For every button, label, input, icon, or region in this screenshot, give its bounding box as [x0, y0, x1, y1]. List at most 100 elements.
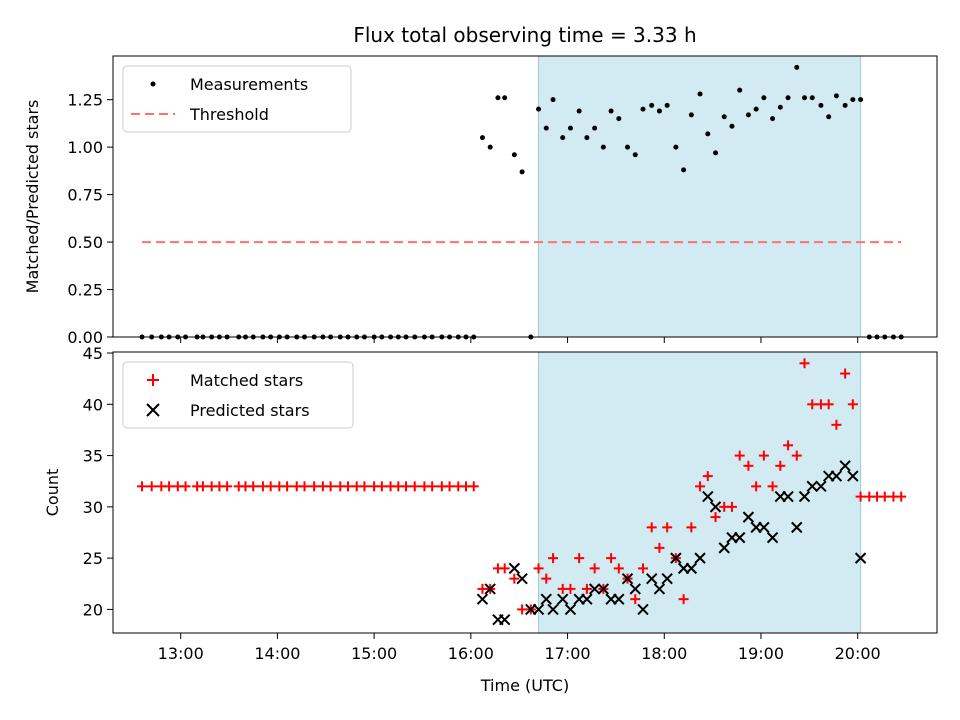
measurement-point: [745, 112, 751, 118]
predicted-star-point: [613, 593, 625, 605]
predicted-star-point: [670, 552, 682, 564]
matched-star-point: [726, 501, 737, 512]
legend-predicted-marker: [146, 403, 160, 417]
measurement-point: [584, 135, 590, 141]
top-panel: 0.00 0.25 0.50 0.75 1.00 1.25 Matched/Predict…: [23, 55, 938, 347]
predicted-star-point: [621, 572, 634, 585]
matched-star-point: [710, 512, 721, 523]
predicted-star-point: [694, 552, 706, 564]
top-x-ticks: [180, 337, 859, 343]
measurement-point: [550, 97, 556, 103]
matched-star-point: [637, 563, 648, 574]
x-tick-label: 19:00: [738, 644, 784, 663]
matched-star-point: [702, 471, 713, 482]
measurement-point: [770, 116, 776, 122]
matched-star-point: [282, 481, 293, 492]
measurement-point: [785, 95, 791, 101]
x-tick-label: 14:00: [254, 644, 300, 663]
matched-star-point: [791, 450, 802, 461]
top-y-ticks: 0.00 0.25 0.50 0.75 1.00 1.25: [67, 91, 113, 347]
bottom-x-ticks: 13:00 14:00 15:00 16:00 17:00 18:00 19:00 20:00: [158, 633, 881, 663]
measurement-point: [842, 102, 848, 108]
predicted-star-point: [791, 521, 803, 534]
y-tick-label: 45: [83, 344, 103, 363]
bottom-axes-frame: [112, 351, 938, 634]
predicted-star-point: [516, 572, 528, 585]
predicted-star-point: [629, 583, 641, 595]
matched-star-point: [499, 563, 510, 574]
y-tick-label: 30: [83, 498, 103, 517]
measurement-point: [479, 135, 485, 141]
matched-star-point: [807, 399, 818, 410]
matched-star-point: [137, 481, 148, 492]
measurement-point: [721, 114, 727, 120]
matched-star-point: [783, 440, 794, 451]
legend-threshold-label: Threshold: [189, 105, 269, 124]
predicted-star-point: [564, 603, 577, 616]
predicted-star-point: [685, 562, 698, 575]
matched-star-point: [767, 481, 778, 492]
matched-star-point: [758, 450, 769, 461]
matched-stars-points: [137, 358, 907, 615]
predicted-star-point: [540, 593, 552, 605]
predicted-star-point: [758, 521, 770, 534]
measurement-point: [519, 169, 525, 175]
predicted-star-point: [547, 603, 559, 616]
matched-star-point: [831, 419, 842, 430]
measurement-point: [632, 152, 638, 158]
matched-star-point: [896, 491, 907, 502]
measurement-point: [833, 93, 839, 99]
predicted-star-point: [645, 572, 658, 585]
predicted-star-point: [733, 531, 746, 544]
y-tick-label: 1.25: [67, 91, 103, 110]
matched-star-point: [695, 481, 706, 492]
predicted-star-point: [476, 593, 489, 605]
measurement-point: [761, 95, 767, 101]
matched-star-point: [265, 481, 276, 492]
y-tick-label: 0.50: [67, 233, 103, 252]
y-tick-label: 20: [83, 600, 103, 619]
predicted-star-point: [702, 490, 714, 503]
x-tick-label: 17:00: [544, 644, 590, 663]
predicted-star-point: [854, 552, 867, 564]
matched-star-point: [613, 563, 624, 574]
y-tick-label: 0.75: [67, 186, 103, 205]
predicted-star-point: [709, 501, 722, 513]
measurement-point: [487, 144, 493, 150]
predicted-stars-points: [476, 460, 867, 626]
measurement-point: [802, 95, 808, 101]
measurement-point: [688, 112, 694, 118]
predicted-star-point: [782, 490, 794, 503]
matched-star-point: [309, 481, 320, 492]
measurement-point: [673, 144, 679, 150]
matched-star-point: [799, 358, 810, 369]
top-shaded-span: [538, 55, 862, 338]
matched-star-point: [646, 522, 657, 533]
matched-star-point: [541, 573, 552, 584]
measurement-point: [737, 87, 743, 93]
y-tick-label: 1.00: [67, 138, 103, 157]
y-tick-label: 0.25: [67, 281, 103, 300]
matched-star-point: [164, 481, 175, 492]
measurement-point: [713, 150, 719, 156]
predicted-star-point: [847, 470, 859, 482]
matched-star-point: [686, 522, 697, 533]
matched-star-point: [222, 481, 233, 492]
measurement-point: [592, 125, 598, 131]
matched-star-point: [146, 481, 157, 492]
matched-star-point: [359, 481, 370, 492]
predicted-star-point: [830, 470, 843, 482]
matched-star-point: [197, 481, 208, 492]
measurement-point: [753, 106, 759, 112]
matched-star-point: [427, 481, 438, 492]
measurement-point: [850, 97, 856, 103]
predicted-star-point: [597, 583, 610, 595]
matched-star-point: [581, 583, 592, 594]
top-axes-frame: [112, 55, 938, 338]
matched-star-point: [847, 399, 858, 410]
matched-star-point: [533, 563, 544, 574]
predicted-star-point: [718, 542, 730, 554]
matched-star-point: [574, 553, 585, 564]
top-y-axis-label: Matched/Predicted stars: [23, 100, 42, 294]
predicted-star-point: [508, 562, 521, 575]
